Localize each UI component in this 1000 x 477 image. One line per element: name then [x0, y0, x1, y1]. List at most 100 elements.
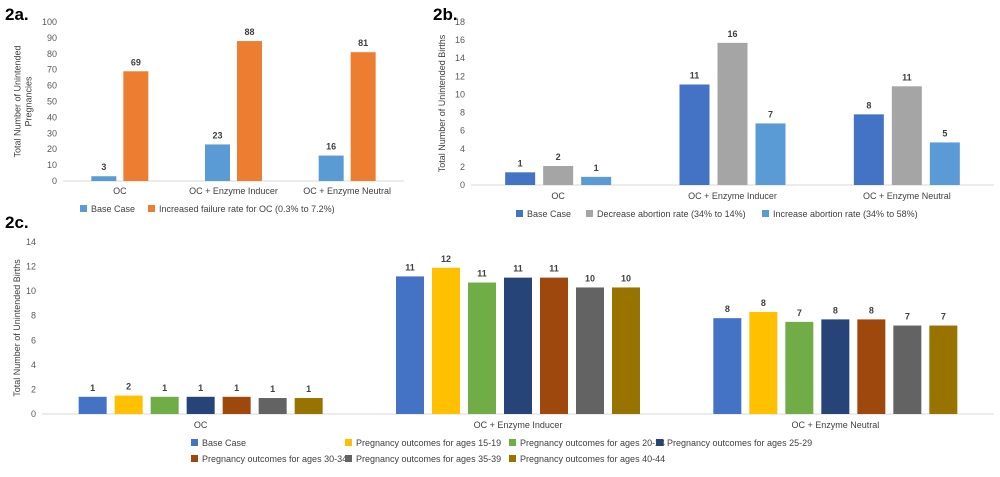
chart-2b-bar	[891, 86, 922, 185]
chart-2c-bar	[222, 396, 251, 414]
chart-2b-data-label: 7	[768, 109, 773, 119]
chart-2b-panel-label: 2b.	[433, 5, 458, 24]
chart-2c-legend-swatch	[191, 455, 198, 462]
chart-2b-category-label: OC + Enzyme Inducer	[688, 191, 777, 201]
chart-2a-y-tick-label: 10	[47, 160, 57, 170]
chart-2a-y-tick-label: 0	[52, 176, 57, 186]
chart-2b-data-label: 1	[594, 163, 599, 173]
chart-2a-panel-label: 2a.	[5, 5, 29, 24]
chart-2a-y-tick-label: 80	[47, 49, 57, 59]
chart-2a-y-axis-label: Total Number of Unintended	[13, 45, 23, 157]
chart-2c-y-tick-label: 0	[31, 409, 36, 419]
chart-2a-bar	[350, 52, 376, 182]
chart-2b-legend-swatch	[586, 210, 593, 217]
chart-2c-data-label: 1	[270, 384, 275, 394]
chart-2b-data-label: 16	[727, 29, 737, 39]
chart-2c-data-label: 7	[941, 312, 946, 322]
chart-2c-y-tick-label: 2	[31, 384, 36, 394]
chart-2c-bar	[929, 325, 958, 414]
chart-2c-bar	[821, 319, 850, 414]
chart-2c-panel-label: 2c.	[5, 213, 29, 232]
chart-2b-data-label: 5	[942, 128, 947, 138]
chart-2c-bar	[78, 396, 107, 414]
chart-2c-legend-label: Pregnancy outcomes for ages 35-39	[356, 454, 501, 464]
chart-2b-bar	[679, 84, 710, 185]
chart-2b-bar	[853, 114, 884, 185]
chart-2c-bar	[150, 396, 179, 414]
chart-2c-bar	[857, 319, 886, 414]
chart-2a-data-label: 23	[212, 130, 222, 140]
chart-2c-data-label: 10	[621, 273, 631, 283]
chart-2b-y-tick-label: 4	[460, 144, 465, 154]
chart-2b-legend-label: Increase abortion rate (34% to 58%)	[773, 209, 918, 219]
chart-2c-legend-label: Pregnancy outcomes for ages 30-34	[202, 454, 347, 464]
chart-2c-legend-label: Pregnancy outcomes for ages 40-44	[520, 454, 665, 464]
chart-2c-legend-swatch	[509, 439, 516, 446]
chart-2a-legend-label: Base Case	[91, 204, 135, 214]
chart-2a-legend-swatch	[80, 205, 87, 212]
chart-2b-bar	[505, 172, 536, 185]
chart-2a-category-label: OC	[113, 186, 127, 196]
chart-2a-y-tick-label: 20	[47, 144, 57, 154]
chart-2a-legend-label: Increased failure rate for OC (0.3% to 7…	[159, 204, 335, 214]
chart-2c-category-label: OC + Enzyme Neutral	[791, 420, 879, 430]
chart-2b-bar	[755, 123, 786, 185]
chart-2c-y-tick-label: 4	[31, 360, 36, 370]
chart-2a-bar	[123, 71, 149, 181]
chart-2a-bar	[237, 41, 262, 181]
chart-2c-data-label: 11	[513, 264, 523, 274]
chart-2b-data-label: 8	[866, 100, 871, 110]
chart-2b-y-tick-label: 18	[455, 17, 465, 27]
chart-2b-y-tick-label: 12	[455, 71, 465, 81]
chart-2b-data-label: 2	[556, 152, 561, 162]
chart-2c-bar	[432, 267, 460, 414]
chart-2a-y-axis-label: Pregnancies	[24, 76, 34, 127]
chart-2a-data-label: 3	[101, 162, 106, 172]
chart-2b-y-tick-label: 14	[455, 53, 465, 63]
chart-2b-data-label: 11	[690, 70, 700, 80]
chart-2a-y-tick-label: 100	[42, 17, 57, 27]
chart-2a-data-label: 81	[358, 38, 368, 48]
chart-2c-legend-swatch	[345, 455, 352, 462]
chart-2c-legend-label: Pregnancy outcomes for ages 15-19	[356, 438, 501, 448]
chart-2b-y-tick-label: 0	[460, 180, 465, 190]
chart-2c-y-axis-label: Total Number of Unintended Births	[12, 259, 22, 397]
chart-2a-bar	[205, 144, 230, 181]
chart-2b-y-tick-label: 2	[460, 162, 465, 172]
chart-2c-data-label: 8	[833, 305, 838, 315]
chart-2c-data-label: 10	[585, 273, 595, 283]
chart-2c-y-tick-label: 8	[31, 311, 36, 321]
chart-2b-bar	[581, 176, 612, 185]
chart-2c-data-label: 1	[306, 384, 311, 394]
chart-2c-data-label: 1	[234, 383, 239, 393]
chart-2b-y-tick-label: 10	[455, 89, 465, 99]
chart-2c-data-label: 1	[198, 383, 203, 393]
chart-2c-legend-swatch	[656, 439, 663, 446]
chart-2a-data-label: 69	[131, 57, 141, 67]
chart-2a-legend-swatch	[148, 205, 155, 212]
chart-2c-y-tick-label: 12	[26, 262, 36, 272]
chart-2b-category-label: OC + Enzyme Neutral	[863, 191, 951, 201]
chart-2a-category-label: OC + Enzyme Inducer	[189, 186, 278, 196]
chart-2c-data-label: 8	[761, 298, 766, 308]
chart-2c-bar	[785, 321, 814, 414]
chart-2b-legend-label: Decrease abortion rate (34% to 14%)	[597, 209, 746, 219]
chart-2c-bar	[294, 398, 323, 414]
chart-2c-y-tick-label: 6	[31, 335, 36, 345]
chart-2a-y-tick-label: 70	[47, 65, 57, 75]
chart-2c-legend-label: Pregnancy outcomes for ages 25-29	[667, 438, 812, 448]
chart-2c-bar	[258, 398, 287, 414]
chart-2c-bar	[186, 396, 215, 414]
chart-2c-bar	[396, 276, 424, 414]
chart-2c-data-label: 11	[405, 262, 415, 272]
chart-2c-category-label: OC + Enzyme Inducer	[474, 420, 563, 430]
chart-2b-y-tick-label: 16	[455, 35, 465, 45]
chart-2c-category-label: OC	[194, 420, 208, 430]
chart-2b-bar	[717, 42, 748, 186]
chart-2a-y-tick-label: 30	[47, 128, 57, 138]
chart-2c-bar	[504, 277, 532, 414]
chart-2c-legend-swatch	[345, 439, 352, 446]
chart-2b-category-label: OC	[551, 191, 565, 201]
chart-2c-data-label: 7	[797, 308, 802, 318]
chart-2a-y-tick-label: 90	[47, 33, 57, 43]
